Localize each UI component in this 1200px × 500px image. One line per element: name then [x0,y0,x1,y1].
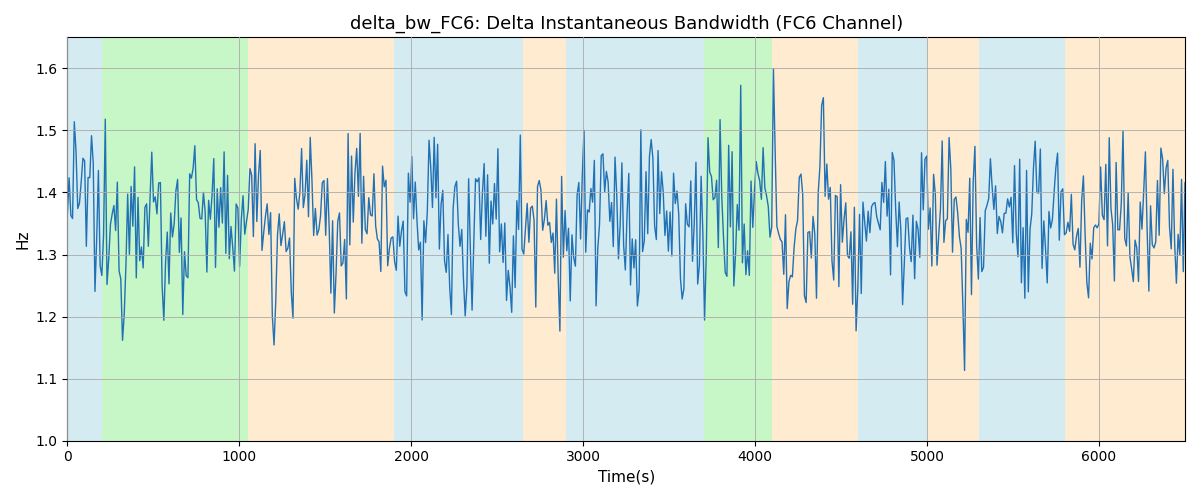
Bar [670,38,703,440]
Title: delta_bw_FC6: Delta Instantaneous Bandwidth (FC6 Channel): delta_bw_FC6: Delta Instantaneous Bandwi… [349,15,902,34]
Bar [1064,38,1186,440]
Bar [773,38,858,440]
X-axis label: Time(s): Time(s) [598,470,655,485]
Bar [67,38,102,440]
Bar [394,38,523,440]
Bar [928,38,979,440]
Bar [523,38,566,440]
Y-axis label: Hz: Hz [16,230,30,249]
Bar [979,38,1064,440]
Bar [102,38,248,440]
Bar [858,38,928,440]
Bar [703,38,773,440]
Bar [566,38,670,440]
Bar [248,38,394,440]
